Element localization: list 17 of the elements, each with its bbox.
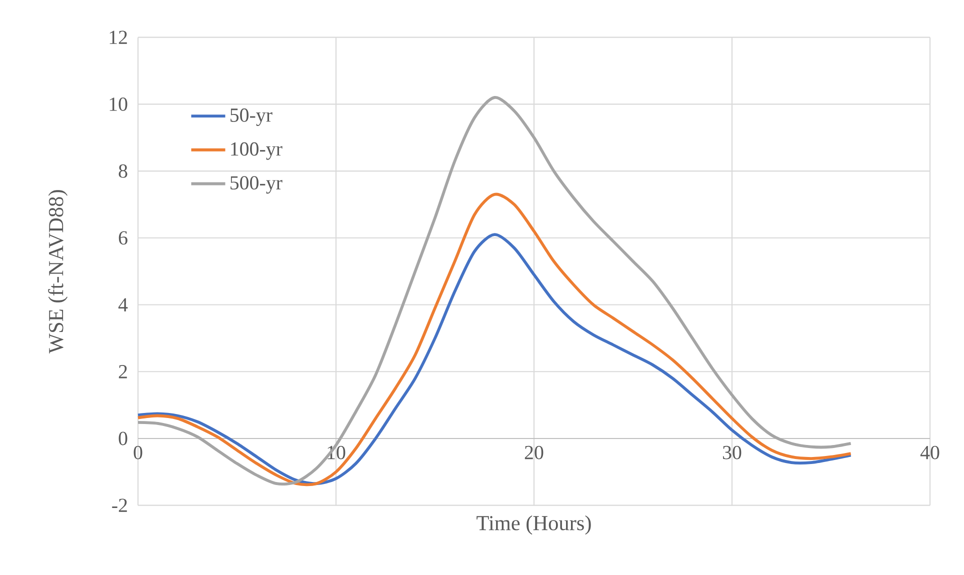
y-tick-label: 12 <box>110 30 127 44</box>
legend-label: 100-yr <box>231 142 282 160</box>
y-tick-label: 10 <box>110 97 128 111</box>
y-axis-title: WSE (ft-NAVD88) <box>48 190 68 354</box>
x-tick-label: 20 <box>524 446 544 460</box>
y-tick-label: 8 <box>118 164 128 178</box>
x-tick-label: 0 <box>134 446 142 460</box>
legend-label: 50-yr <box>230 108 272 126</box>
y-tick-label: 6 <box>118 231 128 245</box>
y-tick-label: 4 <box>118 298 128 312</box>
x-tick-label: 40 <box>920 446 940 460</box>
legend-label: 500-yr <box>230 176 282 194</box>
x-axis-title: Time (Hours) <box>476 515 591 535</box>
y-tick-label: -2 <box>112 498 127 512</box>
x-tick-label: 30 <box>722 446 742 460</box>
y-tick-label: 2 <box>118 365 127 378</box>
y-tick-label: 0 <box>118 432 128 446</box>
